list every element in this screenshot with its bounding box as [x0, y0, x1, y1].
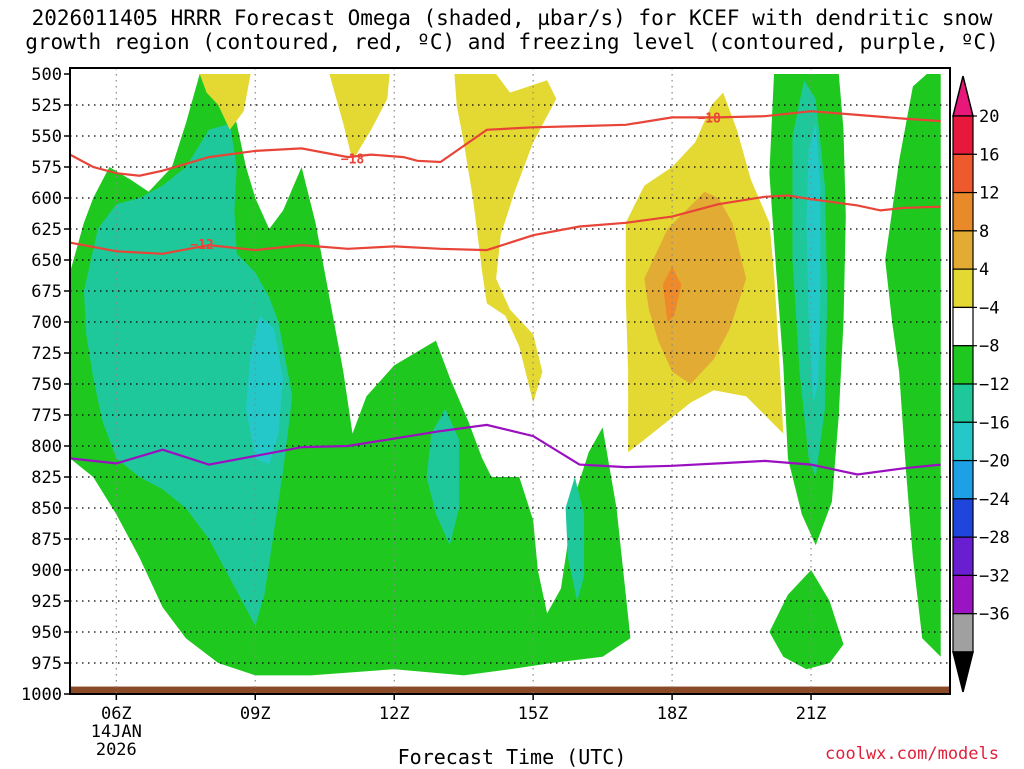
- colorbar-label-13: −36: [979, 605, 1010, 625]
- credit-link[interactable]: coolwx.com/models: [825, 744, 999, 764]
- omega-region-yellow-mid: [454, 74, 557, 403]
- y-tick-label-875: 875: [31, 530, 62, 550]
- y-tick-label-500: 500: [31, 65, 62, 85]
- y-tick-label-850: 850: [31, 499, 62, 519]
- x-year-label: 2026: [96, 740, 137, 760]
- y-tick-label-900: 900: [31, 561, 62, 581]
- y-tick-label-575: 575: [31, 158, 62, 178]
- omega-region-green-far-right: [885, 74, 941, 657]
- plot-frame: [69, 67, 951, 695]
- colorbar-swatch-13: [952, 613, 974, 653]
- y-tick-label-750: 750: [31, 375, 62, 395]
- x-date-label: 14JAN: [91, 722, 142, 742]
- colorbar-label-2: 12: [979, 184, 999, 204]
- title-line-2: growth region (contoured, red, ºC) and f…: [25, 30, 999, 54]
- omega-region-orange-right: [644, 191, 747, 384]
- y-tick-label-625: 625: [31, 220, 62, 240]
- omega-region-teal-left: [83, 123, 293, 626]
- colorbar-swatch-8: [952, 421, 974, 462]
- colorbar-swatch-4: [952, 268, 974, 309]
- dendritic-contour-0: [70, 110, 941, 177]
- colorbar-swatch-11: [952, 536, 974, 577]
- y-tick-label-725: 725: [31, 344, 62, 364]
- y-tick-label-550: 550: [31, 127, 62, 147]
- colorbar-label-7: −12: [979, 375, 1010, 395]
- colorbar-swatch-6: [952, 345, 974, 385]
- x-tick-label-18Z: 18Z: [657, 704, 688, 724]
- colorbar-swatch-2: [952, 191, 974, 232]
- colorbar-swatch-9: [952, 459, 974, 500]
- colorbar-label-6: −8: [979, 337, 999, 357]
- colorbar-swatch-3: [952, 230, 974, 270]
- colorbar: 20 16 12 8 4 −4 −8 −12 −16 −20 −24 −28 −32 −36: [952, 75, 1010, 693]
- omega-region-yellow-top-2: [329, 74, 390, 161]
- colorbar-swatch-10: [952, 498, 974, 538]
- colorbar-label-8: −16: [979, 413, 1010, 433]
- x-tick-label-15Z: 15Z: [518, 704, 549, 724]
- colorbar-swatch-1: [952, 153, 974, 194]
- omega-region-cyan-right: [806, 123, 821, 403]
- dendritic-contour-2: [70, 194, 941, 255]
- colorbar-label-3: 8: [979, 222, 989, 242]
- x-tick-label-21Z: 21Z: [796, 704, 827, 724]
- temperature-contours: −18 −18 −12: [70, 110, 941, 476]
- y-tick-label-675: 675: [31, 282, 62, 302]
- y-tick-label-975: 975: [31, 654, 62, 674]
- y-tick-label-950: 950: [31, 623, 62, 643]
- colorbar-label-9: −20: [979, 452, 1010, 472]
- freezing-level-line: [70, 423, 941, 476]
- contour-label-0: −18: [341, 152, 365, 167]
- colorbar-top-arrow: [952, 75, 974, 117]
- terrain-band: [70, 686, 950, 694]
- omega-region-yellow-top-1: [199, 74, 251, 130]
- chart-title: 2026011405 HRRR Forecast Omega (shaded, …: [0, 6, 1024, 54]
- colorbar-swatch-12: [952, 574, 974, 615]
- colorbar-label-4: 4: [979, 260, 989, 280]
- colorbar-label-11: −28: [979, 528, 1010, 548]
- terrain-fill: [70, 686, 950, 694]
- omega-region-dark-orange-core: [662, 266, 682, 322]
- colorbar-swatch-5: [952, 306, 974, 347]
- colorbar-label-12: −32: [979, 566, 1010, 586]
- x-tick-label-12Z: 12Z: [379, 704, 410, 724]
- omega-shading: [70, 74, 941, 676]
- colorbar-swatch-0: [952, 115, 974, 155]
- x-tick-label-09Z: 09Z: [240, 704, 271, 724]
- colorbar-label-10: −24: [979, 490, 1010, 510]
- colorbar-label-5: −4: [979, 298, 999, 318]
- omega-region-green-bottom-right: [769, 570, 844, 670]
- y-tick-label-925: 925: [31, 592, 62, 612]
- y-axis: 500 525 550 575 600 625 650 675 700 725 750 775 800 8…: [21, 65, 70, 705]
- colorbar-label-0: 20: [979, 107, 999, 127]
- title-line-1: 2026011405 HRRR Forecast Omega (shaded, …: [31, 6, 993, 30]
- y-tick-label-700: 700: [31, 313, 62, 333]
- y-tick-label-825: 825: [31, 468, 62, 488]
- y-tick-label-775: 775: [31, 406, 62, 426]
- y-tick-label-525: 525: [31, 96, 62, 116]
- y-tick-label-650: 650: [31, 251, 62, 271]
- colorbar-label-1: 16: [979, 145, 999, 165]
- omega-region-cyan-left: [246, 315, 284, 465]
- x-tick-label-06Z: 06Z: [101, 704, 132, 724]
- y-tick-label-800: 800: [31, 437, 62, 457]
- y-tick-label-600: 600: [31, 189, 62, 209]
- colorbar-swatch-7: [952, 383, 974, 423]
- colorbar-bottom-arrow: [952, 651, 974, 693]
- contour-label-1: −18: [697, 111, 721, 126]
- x-axis-label: Forecast Time (UTC): [397, 745, 627, 769]
- y-tick-label-1000: 1000: [21, 685, 62, 705]
- contour-label-2: −12: [190, 238, 213, 253]
